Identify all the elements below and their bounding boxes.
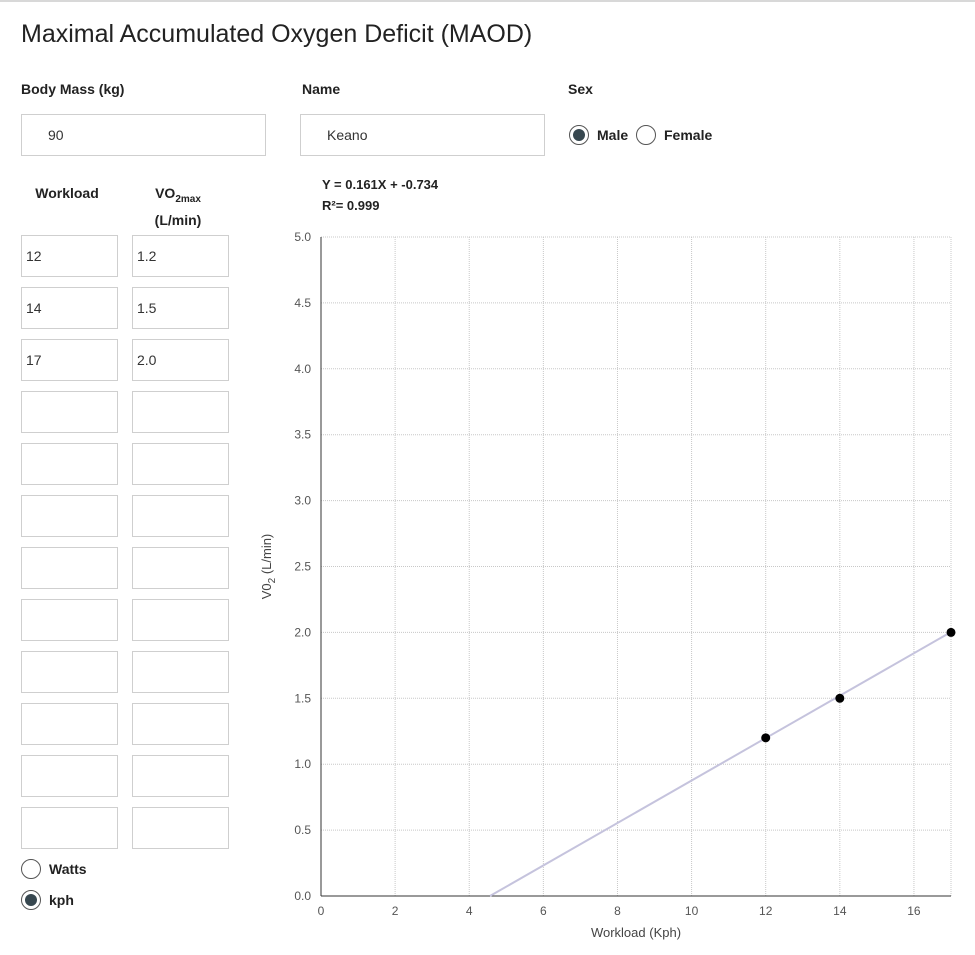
workload-input[interactable] [21, 235, 118, 277]
workload-input[interactable] [21, 495, 118, 537]
y-axis-label-unit: (L/min) [259, 534, 274, 578]
page-title: Maximal Accumulated Oxygen Deficit (MAOD… [21, 20, 533, 48]
name-label: Name [302, 81, 341, 97]
workload-input[interactable] [21, 339, 118, 381]
workload-input[interactable] [21, 599, 118, 641]
female-radio[interactable] [636, 125, 656, 145]
y-tick-label: 2.5 [294, 560, 311, 574]
regression-equation: Y = 0.161X + -0.734 [322, 177, 439, 192]
workload-header: Workload [35, 185, 99, 201]
vo2-input[interactable] [132, 547, 229, 589]
vo2-input[interactable] [132, 443, 229, 485]
vo2-input[interactable] [132, 755, 229, 797]
sex-option-female[interactable]: Female [636, 125, 712, 145]
x-tick-label: 2 [392, 904, 399, 918]
top-border [0, 0, 975, 2]
body-mass-input[interactable] [21, 114, 266, 156]
vo2max-header-sub: 2max [175, 193, 201, 205]
vo2-input[interactable] [132, 339, 229, 381]
y-tick-label: 3.0 [294, 494, 311, 508]
data-point [761, 733, 771, 743]
kph-radio[interactable] [21, 890, 41, 910]
r-squared: R²= 0.999 [322, 198, 380, 213]
name-input[interactable] [300, 114, 545, 156]
workload-input[interactable] [21, 547, 118, 589]
body-mass-label: Body Mass (kg) [21, 81, 125, 97]
vo2-input[interactable] [132, 599, 229, 641]
y-axis-label-main: V0 [259, 583, 274, 599]
unit-option-watts[interactable]: Watts [21, 859, 87, 879]
vo2max-header-main: VO [155, 185, 176, 201]
vo2-input[interactable] [132, 703, 229, 745]
vo2-input[interactable] [132, 807, 229, 849]
y-tick-label: 3.5 [294, 428, 311, 442]
x-tick-label: 0 [318, 904, 325, 918]
y-tick-label: 1.5 [294, 691, 311, 705]
x-tick-label: 8 [614, 904, 621, 918]
y-axis-label-sub: 2 [267, 577, 278, 583]
vo2max-header: VO2max (L/min) [132, 183, 224, 230]
y-tick-label: 2.0 [294, 625, 311, 639]
watts-radio[interactable] [21, 859, 41, 879]
data-point [835, 693, 845, 703]
x-tick-label: 10 [685, 904, 699, 918]
workload-input[interactable] [21, 443, 118, 485]
workload-input[interactable] [21, 391, 118, 433]
female-label: Female [664, 127, 713, 143]
x-tick-label: 12 [759, 904, 773, 918]
workload-input[interactable] [21, 755, 118, 797]
vo2-input[interactable] [132, 287, 229, 329]
vo2-input[interactable] [132, 235, 229, 277]
kph-label: kph [49, 892, 74, 908]
y-axis-label: V02 (L/min) [259, 534, 278, 600]
male-radio[interactable] [569, 125, 589, 145]
y-tick-label: 0.5 [294, 823, 311, 837]
sex-option-male[interactable]: Male [569, 125, 628, 145]
vo2-input[interactable] [132, 651, 229, 693]
vo2-input[interactable] [132, 391, 229, 433]
x-tick-label: 4 [466, 904, 473, 918]
male-label: Male [597, 127, 629, 143]
vo2max-header-unit: (L/min) [154, 211, 202, 228]
vo2-input[interactable] [132, 495, 229, 537]
data-point [946, 627, 956, 637]
x-tick-label: 6 [540, 904, 547, 918]
y-tick-label: 1.0 [294, 757, 311, 771]
y-tick-label: 4.0 [294, 362, 311, 376]
workload-input[interactable] [21, 651, 118, 693]
unit-option-kph[interactable]: kph [21, 890, 74, 910]
x-tick-label: 16 [907, 904, 921, 918]
workload-input[interactable] [21, 807, 118, 849]
x-tick-label: 14 [833, 904, 847, 918]
workload-input[interactable] [21, 287, 118, 329]
x-axis-label: Workload (Kph) [591, 925, 681, 940]
y-tick-label: 5.0 [294, 230, 311, 244]
sex-label: Sex [568, 81, 593, 97]
fit-line [489, 631, 952, 897]
watts-label: Watts [49, 861, 87, 877]
y-tick-label: 4.5 [294, 296, 311, 310]
workload-input[interactable] [21, 703, 118, 745]
y-tick-label: 0.0 [294, 889, 311, 903]
